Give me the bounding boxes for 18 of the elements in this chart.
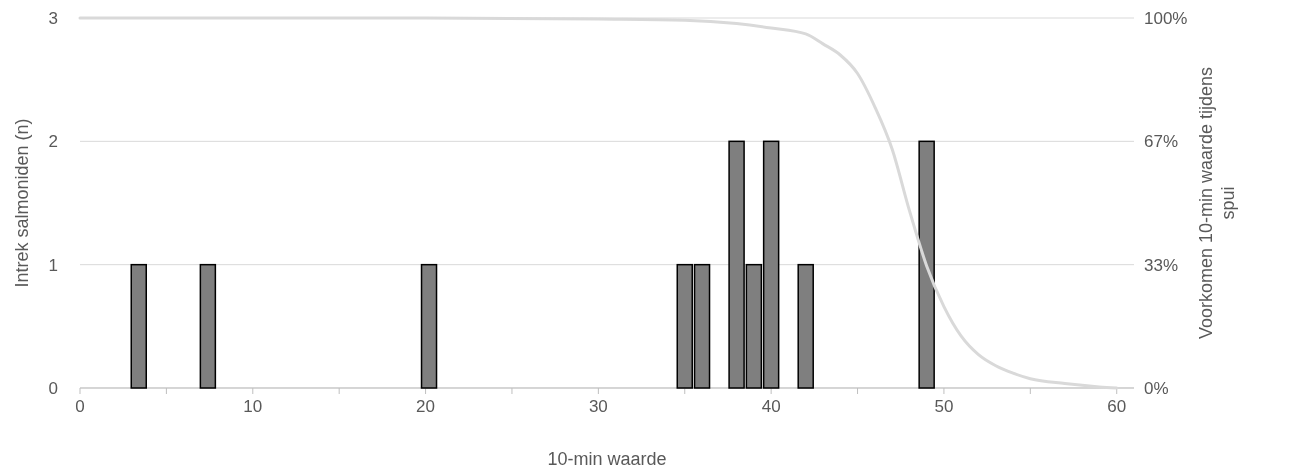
- x-axis-title: 10-min waarde: [547, 449, 667, 469]
- x-tick-label: 20: [416, 397, 436, 416]
- y2-tick-label: 67%: [1144, 132, 1179, 152]
- x-tick-label: 30: [588, 397, 608, 416]
- x-tick-label: 0: [75, 397, 85, 416]
- y-tick-label: 1: [48, 255, 58, 275]
- y-tick-label: 3: [48, 9, 58, 28]
- x-tick-label: 50: [934, 397, 954, 416]
- y-axis-title: Intrek salmoniden (n): [12, 118, 32, 288]
- y2-tick-label: 0%: [1144, 379, 1169, 398]
- x-tick-label: 10: [243, 397, 263, 416]
- y2-axis-title: Voorkomen 10-min waarde tijdens spui: [1196, 66, 1238, 340]
- y2-tick-label: 33%: [1144, 255, 1179, 275]
- y-tick-label: 0: [48, 379, 58, 398]
- y-tick-label: 2: [48, 132, 58, 152]
- x-tick-label: 40: [761, 397, 781, 416]
- y2-tick-label: 100%: [1144, 9, 1188, 28]
- x-tick-label: 60: [1107, 397, 1127, 416]
